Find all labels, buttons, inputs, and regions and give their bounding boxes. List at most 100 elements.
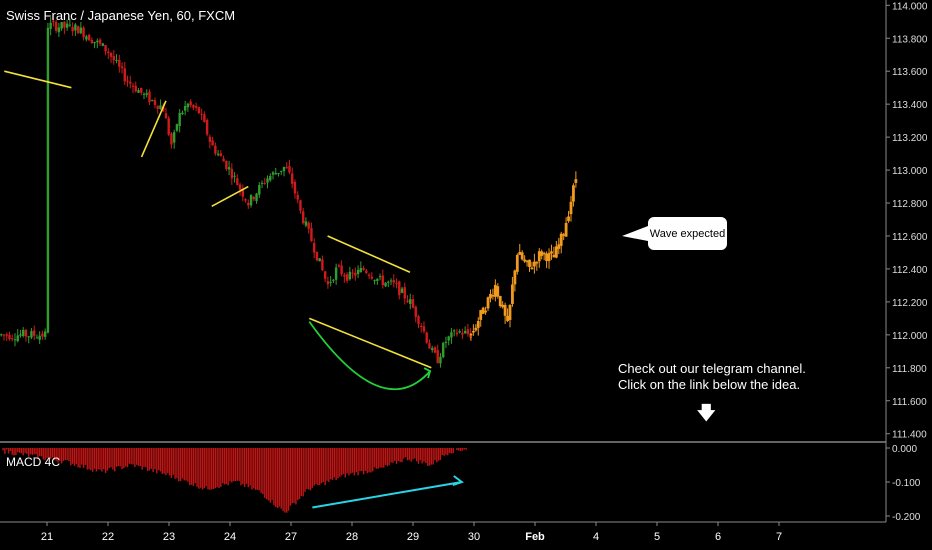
candle-body (227, 167, 231, 170)
projection-body (501, 304, 505, 308)
candle-body (436, 350, 439, 364)
projection-body (520, 252, 524, 260)
candle-body (151, 100, 154, 102)
candle-body (38, 335, 41, 340)
candle-body (189, 101, 192, 106)
candle-body (52, 20, 55, 23)
candle-body (334, 267, 338, 280)
macd-tick-label: -0.200 (892, 512, 921, 523)
candle-body (255, 193, 258, 202)
candle-body (156, 105, 159, 109)
candle-body (159, 105, 162, 110)
y-tick-label: 113.200 (892, 133, 928, 144)
projection-body (508, 304, 512, 321)
projection-body (554, 246, 558, 258)
candle-body (54, 21, 58, 31)
candle-body (170, 133, 173, 145)
y-tick-label: 112.000 (892, 331, 928, 342)
note-line-1: Check out our telegram channel. (618, 361, 806, 376)
candle-body (32, 330, 36, 336)
x-tick-label: 29 (407, 531, 419, 543)
projection-body (569, 201, 573, 215)
projection-body (559, 233, 563, 246)
candle-body (260, 182, 264, 184)
candle-body (178, 112, 181, 126)
candle-body (422, 326, 426, 332)
macd-label: MACD 4C (6, 455, 61, 469)
projection-body (469, 333, 473, 336)
macd-pane (2, 448, 467, 513)
projection-body (498, 295, 502, 307)
candle-body (323, 271, 327, 279)
candle-body (238, 184, 242, 190)
candle-body (274, 172, 277, 175)
projection-body (491, 295, 495, 297)
y-tick-label: 112.600 (892, 232, 928, 243)
candle-body (24, 329, 28, 337)
projection-body (476, 321, 480, 328)
telegram-note: Check out our telegram channel. Click on… (618, 361, 806, 393)
candle-body (22, 330, 25, 336)
projection-body (557, 244, 561, 249)
candle-body (370, 276, 374, 279)
y-tick-label: 111.400 (892, 430, 927, 441)
candle-body (134, 85, 137, 92)
candle-body (252, 197, 255, 200)
candle-body (400, 288, 404, 293)
y-tick-label: 113.800 (892, 34, 928, 45)
green-curve (308, 321, 431, 391)
x-tick-label: 7 (776, 531, 782, 543)
candle-body (219, 153, 223, 157)
candle-body (200, 113, 203, 115)
candle-body (186, 103, 190, 108)
candle-body (345, 274, 349, 281)
projection-body (562, 234, 566, 236)
candle-body (463, 330, 467, 334)
projection-body (503, 304, 507, 316)
candle-body (205, 120, 209, 135)
candle-body (406, 300, 409, 303)
projection-body (552, 254, 556, 258)
candle-body (107, 51, 110, 54)
candle-body (269, 176, 272, 181)
candle-body (293, 182, 297, 194)
projection-body (530, 267, 534, 270)
x-tick-label: 28 (346, 531, 358, 543)
candle-body (263, 182, 266, 184)
candle-body (104, 45, 107, 52)
candle-body (2, 334, 6, 336)
projection-body (535, 261, 539, 264)
wave-expected-callout: Wave expected (648, 217, 727, 250)
candle-body (367, 274, 371, 276)
candle-body (90, 39, 94, 44)
candle-body (194, 106, 198, 108)
candle-body (65, 23, 69, 28)
projection-body (513, 270, 517, 285)
candle-body (76, 26, 80, 34)
candle-body (148, 91, 151, 103)
x-tick-label: 21 (41, 531, 53, 543)
candle-body (115, 59, 118, 61)
x-tick-label: 6 (715, 531, 721, 543)
candle-body (214, 145, 217, 154)
candle-body (93, 41, 96, 44)
candle-body (417, 316, 420, 325)
down-arrow-icon: 🡇 (697, 403, 716, 423)
projection-body (471, 331, 475, 333)
y-tick-label: 111.600 (892, 397, 927, 408)
candle-body (348, 271, 352, 280)
candle-body (175, 124, 179, 131)
x-tick-label: 23 (163, 531, 175, 543)
candle-body (87, 34, 91, 41)
candle-body (362, 268, 365, 270)
candle-body (302, 211, 305, 224)
trend-line (327, 235, 411, 273)
candle-body (389, 280, 393, 282)
candle-body (241, 188, 245, 197)
projection-body (479, 310, 483, 320)
candle-body (271, 172, 275, 175)
candle-body (376, 278, 379, 281)
candle-body (101, 43, 105, 46)
